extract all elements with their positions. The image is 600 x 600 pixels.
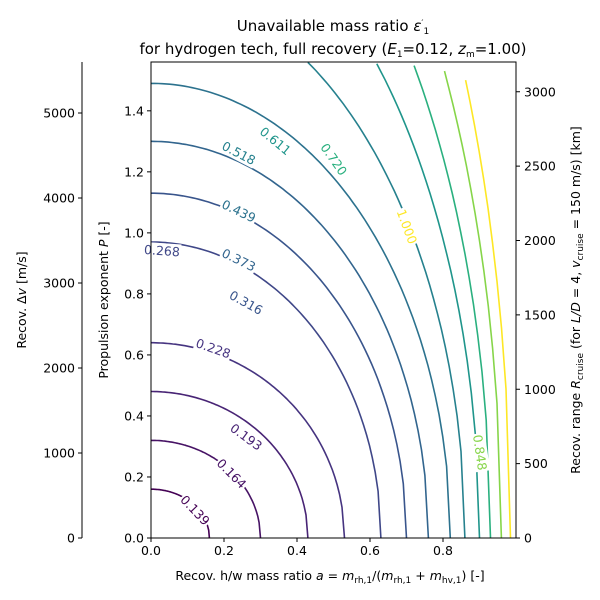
range-tick-label: 500	[524, 456, 548, 471]
x-axis-label: Recov. h/w mass ratio a = mrh,1/(mrh,1 +…	[175, 568, 484, 586]
contour-label-1.000: 1.000	[393, 206, 421, 248]
contour-label-0.518: 0.518	[218, 137, 260, 169]
contour-line-0.720	[413, 65, 492, 539]
contour-label-0.164: 0.164	[212, 454, 251, 493]
range-tick-label: 0	[524, 531, 532, 546]
contour-line-0.228	[151, 341, 346, 539]
y-axis-propulsion: 0.0 0.2 0.4 0.6 0.8 1.0 1.2 1.4	[124, 103, 151, 546]
delta-v-tick-label: 2000	[43, 361, 75, 376]
contour-label-0.268: 0.268	[142, 241, 182, 260]
x-tick-label: 0.0	[141, 543, 161, 558]
contour-label-text: 0.373	[219, 245, 258, 274]
y-axis-label-range: Recov. range Rcruise (for L/D = 4, vcrui…	[568, 126, 586, 474]
contour-label-0.139: 0.139	[176, 491, 214, 530]
contour-label-text: 0.848	[470, 434, 490, 472]
delta-v-tick-label: 4000	[43, 191, 75, 206]
contour-label-0.228: 0.228	[192, 334, 234, 362]
contour-line-1.000	[464, 79, 512, 539]
delta-v-tick-label: 1000	[43, 446, 75, 461]
x-axis: 0.0 0.2 0.4 0.6 0.8	[141, 538, 453, 558]
contour-label-text: 1.000	[394, 207, 420, 246]
x-tick-label: 0.4	[287, 543, 307, 558]
delta-v-tick-label: 5000	[43, 106, 75, 121]
range-tick-label: 3000	[524, 84, 556, 99]
contour-line-0.518	[307, 61, 466, 539]
y-tick-label: 1.4	[124, 103, 144, 118]
contour-line-0.373	[150, 140, 430, 539]
y-tick-label: 0.6	[124, 347, 144, 362]
contour-label-text: 0.228	[194, 335, 233, 361]
contour-label-text: 0.193	[227, 420, 265, 453]
contour-line-0.611	[376, 63, 481, 539]
chart-title: Unavailable mass ratio ε′1 for hydrogen t…	[139, 17, 526, 60]
range-tick-label: 2500	[524, 159, 556, 174]
range-tick-label: 2000	[524, 233, 556, 248]
contour-label-text: 0.268	[144, 242, 181, 260]
axis-labels: Recov. h/w mass ratio a = mrh,1/(mrh,1 +…	[14, 126, 586, 586]
contour-label-text: 0.518	[219, 138, 258, 168]
x-tick-label: 0.2	[214, 543, 234, 558]
y-tick-label: 1.2	[124, 164, 144, 179]
y-tick-label: 0.4	[124, 408, 144, 423]
contour-label-0.316: 0.316	[225, 286, 267, 319]
delta-v-tick-label: 0	[67, 531, 75, 546]
contour-label-0.193: 0.193	[226, 419, 266, 455]
range-tick-label: 1500	[524, 307, 556, 322]
contour-label-text: 0.139	[177, 492, 213, 528]
y-tick-label: 1.0	[124, 225, 144, 240]
y-tick-label: 0.2	[124, 469, 144, 484]
contour-label-0.439: 0.439	[218, 196, 260, 226]
x-tick-label: 0.8	[433, 543, 453, 558]
contour-line-0.316	[151, 192, 408, 539]
x-tick-label: 0.6	[360, 543, 380, 558]
contour-lines	[150, 61, 512, 539]
y-axis-range: 0 500 1000 1500 2000 2500 3000	[516, 84, 556, 546]
contour-line-0.268	[151, 241, 382, 539]
contour-label-text: 0.439	[219, 197, 258, 226]
contour-line-0.848	[443, 70, 503, 539]
delta-v-tick-label: 3000	[43, 276, 75, 291]
plot-frame	[150, 61, 517, 539]
contour-label-text: 0.611	[257, 124, 294, 158]
contour-label-text: 0.316	[227, 287, 266, 317]
y-axis-label-delta-v: Recov. Δv [m/s]	[14, 251, 29, 348]
contour-line-0.193	[151, 390, 309, 539]
y-tick-label: 0.8	[124, 286, 144, 301]
contour-label-0.848: 0.848	[469, 432, 491, 473]
y-axis-label-propulsion: Propulsion exponent P [-]	[96, 221, 111, 378]
chart-title-line2: for hydrogen tech, full recovery (E1=0.1…	[139, 40, 526, 60]
contour-label-text: 0.164	[214, 456, 250, 492]
contour-label-0.611: 0.611	[255, 123, 295, 159]
contour-label-0.373: 0.373	[218, 244, 260, 275]
contour-label-text: 0.720	[317, 140, 350, 178]
y-axis-delta-v: 0 1000 2000 3000 4000 5000	[43, 62, 83, 546]
y-tick-label: 0.0	[124, 531, 144, 546]
range-tick-label: 1000	[524, 382, 556, 397]
contour-line-0.439	[151, 82, 452, 539]
contour-label-0.720: 0.720	[316, 139, 351, 180]
chart-title-line1: Unavailable mass ratio ε′1	[237, 17, 429, 37]
